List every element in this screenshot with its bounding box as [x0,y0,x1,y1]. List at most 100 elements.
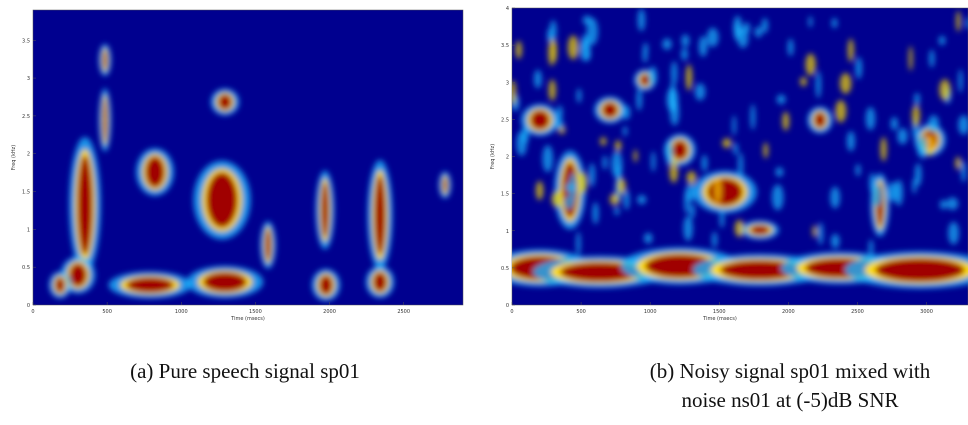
noise-speckle [616,178,626,195]
energy-core [103,98,107,142]
noise-speckle [955,156,962,170]
y-tick-label: 3 [506,80,509,86]
x-tick-label: 500 [102,309,112,315]
x-tick-label: 1000 [644,309,657,315]
noise-speckle [743,22,751,34]
energy-core [103,50,107,70]
energy-core [602,102,618,118]
noise-speckle [914,92,921,106]
x-tick-label: 2000 [782,309,795,315]
energy-core [145,156,165,188]
y-tick-label: 3.5 [501,43,509,49]
noise-speckle [761,17,769,34]
noise-speckle [815,70,822,99]
noise-speckle [750,103,756,130]
noise-speckle [939,199,948,210]
energy-core [373,272,387,292]
x-tick-label: 1500 [713,309,726,315]
y-tick-label: 3.5 [22,38,30,44]
energy-core [720,260,800,280]
noise-speckle [782,111,790,131]
noise-speckle [554,119,565,129]
noise-speckle [812,225,818,238]
noise-speckle [830,186,841,209]
caption: (a) Pure speech signal sp01 [130,359,360,383]
noise-speckle [956,10,961,32]
noise-speckle [958,69,963,93]
energy-core [265,229,271,261]
noise-speckle [706,27,719,47]
noise-speckle [912,104,920,127]
x-axis-label: Time (msecs) [230,316,265,322]
noise-speckle [648,66,657,86]
noise-speckle [763,142,769,159]
noise-speckle [817,222,824,246]
noise-speckle [722,138,732,149]
noise-speckle [711,231,718,249]
noise-speckle [515,40,522,59]
noise-speckle [939,79,951,101]
noise-speckle [694,83,706,101]
noise-speckle [602,155,608,170]
noise-speckle [733,15,742,38]
y-tick-label: 0.5 [22,265,30,271]
noise-speckle [888,181,898,202]
y-tick-label: 1 [27,227,30,233]
energy-core [640,74,650,86]
energy-core [374,175,386,255]
noise-speckle [737,152,744,179]
noise-speckle [512,80,517,105]
noise-speckle [961,160,967,183]
caption: noise ns01 at (-5)dB SNR [682,388,899,412]
noise-speckle [714,176,722,204]
noise-speckle [698,36,708,57]
energy-core [530,110,550,130]
noise-speckle [754,26,763,38]
noise-speckle [576,88,582,103]
noise-speckle [521,124,529,144]
noise-speckle [567,35,579,60]
y-tick-label: 3 [27,76,30,82]
x-tick-label: 0 [510,309,513,315]
energy-core [77,155,93,255]
noise-speckle [897,127,908,145]
noise-speckle [622,125,628,137]
x-tick-label: 2500 [397,309,410,315]
noise-speckle [633,149,638,163]
noise-speckle [918,135,928,160]
x-tick-label: 1500 [249,309,262,315]
energy-core [218,94,232,110]
caption: (b) Noisy signal sp01 mixed with [650,359,931,383]
noise-speckle [636,88,643,111]
noise-speckle [734,219,745,238]
y-axis-label: Freq (kHz) [11,145,17,171]
noise-speckle [568,172,578,201]
energy-core [814,112,826,128]
noise-speckle [551,191,563,208]
noise-speckle [775,167,784,177]
energy-core [55,277,65,293]
noise-speckle [908,46,913,71]
noise-speckle [611,150,623,178]
noise-speckle [946,197,959,210]
x-tick-label: 500 [576,309,586,315]
x-tick-label: 0 [31,309,34,315]
noise-speckle [670,61,678,85]
noise-speckle [855,56,863,80]
noise-speckle [669,100,680,126]
y-tick-label: 1.5 [501,192,509,198]
noise-speckle [865,106,876,131]
energy-core [443,177,447,193]
noise-speckle [592,202,599,225]
energy-core [672,140,688,160]
noise-speckle [929,49,935,68]
noise-speckle [643,232,653,244]
noise-speckle [787,38,794,57]
y-tick-label: 0 [506,303,509,309]
energy-core [203,272,247,292]
noise-speckle [684,189,690,214]
energy-core [875,258,965,282]
noise-speckle [869,172,876,193]
